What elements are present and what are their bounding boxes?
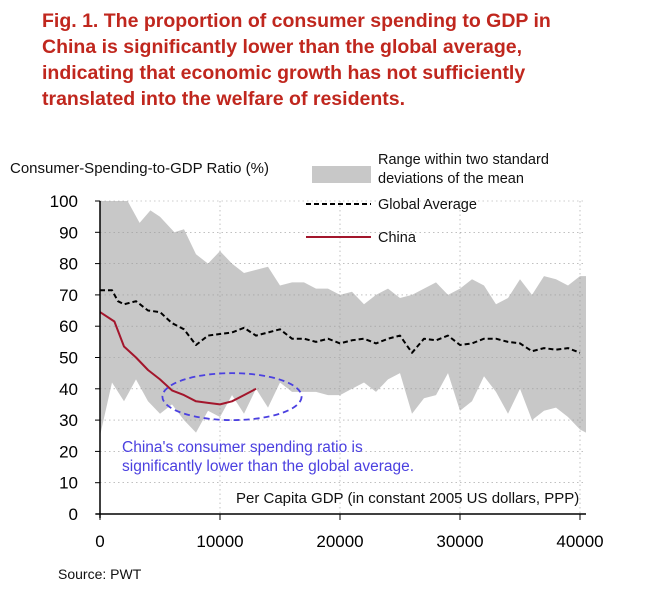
legend-global-average-label: Global Average (378, 197, 477, 213)
std-dev-band (100, 201, 586, 436)
annotation-text-line-1: China's consumer spending ratio is (122, 439, 363, 456)
series-line-global-average (100, 289, 581, 354)
x-tick-label-40000: 40000 (556, 532, 603, 551)
source-note: Source: PWT (58, 566, 142, 582)
title-line-4: translated into the welfare of residents… (42, 88, 405, 110)
x-tick-label-10000: 10000 (196, 532, 243, 551)
x-tick-label-30000: 30000 (436, 532, 483, 551)
y-tick-label-40: 40 (59, 380, 78, 399)
y-tick-label-50: 50 (59, 349, 78, 368)
annotation-ellipse (161, 372, 303, 421)
title-line-3: indicating that economic growth has not … (42, 62, 526, 84)
legend-band-label-line-2: deviations of the mean (378, 171, 524, 187)
y-tick-label-90: 90 (59, 223, 78, 242)
y-tick-label-80: 80 (59, 255, 78, 274)
series-line-china (99, 311, 257, 406)
annotation-text-line-2: significantly lower than the global aver… (122, 458, 414, 475)
y-tick-label-0: 0 (69, 505, 78, 524)
y-tick-label-30: 30 (59, 411, 78, 430)
y-tick-label-20: 20 (59, 442, 78, 461)
x-tick-label-20000: 20000 (316, 532, 363, 551)
x-tick-label-0: 0 (95, 532, 104, 551)
legend-band-swatch (312, 166, 371, 183)
legend-china-label: China (378, 230, 417, 246)
y-tick-label-70: 70 (59, 286, 78, 305)
title-line-1: Fig. 1. The proportion of consumer spend… (42, 10, 551, 32)
y-axis-label: Consumer-Spending-to-GDP Ratio (%) (10, 160, 269, 177)
title-line-2: China is significantly lower than the gl… (42, 36, 523, 58)
figure-title: Fig. 1. The proportion of consumer spend… (42, 8, 642, 112)
x-axis-label: Per Capita GDP (in constant 2005 US doll… (236, 490, 579, 507)
y-tick-label-100: 100 (50, 192, 78, 211)
y-tick-label-10: 10 (59, 474, 78, 493)
legend-band-label-line-1: Range within two standard (378, 152, 549, 168)
y-tick-label-60: 60 (59, 317, 78, 336)
